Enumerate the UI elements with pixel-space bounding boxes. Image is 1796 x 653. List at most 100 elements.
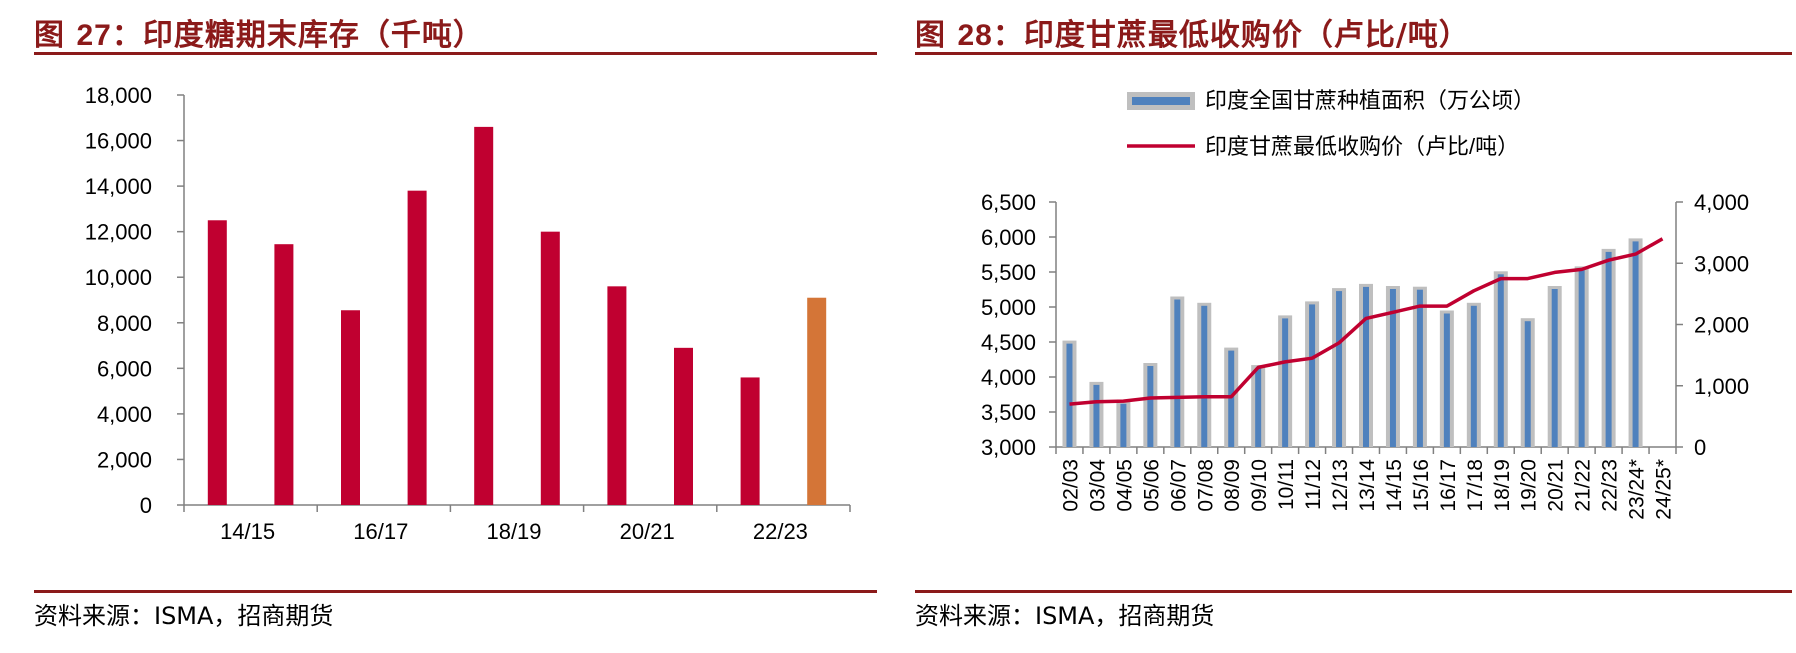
x-tick-label: 14/15 <box>220 519 275 544</box>
x-tick-label: 16/17 <box>353 519 408 544</box>
area-bar <box>1201 305 1208 447</box>
area-bar <box>1282 318 1289 447</box>
legend-swatch-area-inner <box>1132 97 1190 105</box>
left-y-tick-label: 6,500 <box>981 190 1036 215</box>
x-tick-label: 22/23 <box>753 519 808 544</box>
area-bar <box>1470 305 1477 447</box>
area-bar <box>1524 321 1531 447</box>
area-bar <box>1309 304 1316 447</box>
right-y-tick-label: 4,000 <box>1694 190 1749 215</box>
right-panel: 图 28：印度甘蔗最低收购价（卢比/吨） 3,000 3,500 4,000 4,50… <box>915 0 1796 653</box>
x-tick-label: 06/07 <box>1167 459 1190 512</box>
x-tick-label: 22/23 <box>1599 459 1622 512</box>
x-tick-label: 20/21 <box>1545 459 1568 512</box>
left-title-rule <box>34 52 877 55</box>
area-bar <box>1120 403 1127 447</box>
left-y-tick-label: 3,500 <box>981 400 1036 425</box>
left-title-number: 27 <box>76 19 112 52</box>
area-bar <box>1605 251 1612 447</box>
left-figure-title: 图 27：印度糖期末库存（千吨） <box>34 10 484 54</box>
right-y-tick-label: 2,000 <box>1694 313 1749 338</box>
left-y-tick-label: 5,000 <box>981 295 1036 320</box>
y-tick-label: 2,000 <box>97 447 152 472</box>
left-title-prefix: 图 <box>34 18 65 53</box>
area-bar <box>1093 384 1100 447</box>
x-tick-label: 12/13 <box>1329 459 1352 512</box>
area-bar <box>1174 299 1181 447</box>
right-y-tick-label: 0 <box>1694 435 1706 460</box>
left-panel: 图 27：印度糖期末库存（千吨） 0 2,000 4,000 6,000 8,000 10… <box>0 0 885 653</box>
right-y-tick-label: 1,000 <box>1694 374 1749 399</box>
right-title-number: 28 <box>957 19 993 52</box>
area-bar <box>1228 350 1235 447</box>
legend-item-frp: 印度甘蔗最低收购价（卢比/吨） <box>1127 134 1519 159</box>
right-source-note: 资料来源：ISMA，招商期货 <box>915 602 1215 630</box>
left-y-tick-label: 6,000 <box>981 225 1036 250</box>
y-tick-label: 4,000 <box>97 402 152 427</box>
x-tick-label: 09/10 <box>1248 459 1271 512</box>
right-source-rule <box>915 590 1792 593</box>
left-source-rule <box>34 590 877 593</box>
legend-label-area: 印度全国甘蔗种植面积（万公顷） <box>1205 88 1535 113</box>
right-figure-title: 图 28：印度甘蔗最低收购价（卢比/吨） <box>915 10 1470 54</box>
x-tick-label: 19/20 <box>1518 459 1541 512</box>
x-tick-label: 03/04 <box>1086 459 1109 512</box>
left-y-tick-label: 3,000 <box>981 435 1036 460</box>
area-bar <box>1632 241 1639 447</box>
area-bar <box>1578 269 1585 447</box>
y-tick-label: 10,000 <box>85 265 152 290</box>
x-tick-label: 05/06 <box>1140 459 1163 512</box>
left-y-tick-label: 4,000 <box>981 365 1036 390</box>
right-y-tick-label: 3,000 <box>1694 251 1749 276</box>
stock-bar <box>207 220 227 505</box>
x-tick-label: 14/15 <box>1383 459 1406 512</box>
area-bar <box>1363 286 1369 447</box>
area-bar <box>1066 343 1073 447</box>
price-combo-chart: 3,000 3,500 4,000 4,500 5,000 5,500 6,000 6,500… <box>981 88 1749 520</box>
legend-item-area: 印度全国甘蔗种植面积（万公顷） <box>1127 88 1535 113</box>
x-tick-label: 02/03 <box>1059 459 1082 512</box>
x-tick-label: 04/05 <box>1113 459 1136 512</box>
x-tick-label: 10/11 <box>1275 459 1298 510</box>
y-tick-label: 18,000 <box>85 83 152 108</box>
area-bar <box>1147 366 1154 447</box>
y-tick-label: 16,000 <box>85 129 152 154</box>
area-bar <box>1551 289 1558 447</box>
right-title-text: ：印度甘蔗最低收购价（卢比/吨） <box>992 18 1470 53</box>
area-bar <box>1255 368 1262 447</box>
legend-label-frp: 印度甘蔗最低收购价（卢比/吨） <box>1205 134 1519 159</box>
stock-bar <box>807 297 827 505</box>
x-tick-label: 18/19 <box>486 519 541 544</box>
stock-bar <box>540 231 560 505</box>
y-tick-label: 0 <box>140 493 152 518</box>
x-tick-label: 24/25* <box>1653 459 1676 520</box>
area-bar <box>1497 274 1504 447</box>
x-tick-label: 20/21 <box>620 519 675 544</box>
stock-bar <box>674 347 693 505</box>
left-title-text: ：印度糖期末库存（千吨） <box>111 18 484 53</box>
y-tick-label: 12,000 <box>85 220 152 245</box>
x-tick-label: 17/18 <box>1464 459 1487 512</box>
area-bar <box>1389 289 1396 447</box>
x-tick-label: 18/19 <box>1491 459 1514 512</box>
left-source-note: 资料来源：ISMA，招商期货 <box>34 602 334 630</box>
x-tick-label: 11/12 <box>1302 459 1325 510</box>
area-bar <box>1443 313 1450 447</box>
area-bar <box>1336 291 1343 447</box>
frp-line <box>1069 237 1664 406</box>
stock-bar <box>274 244 294 505</box>
left-y-tick-label: 5,500 <box>981 260 1036 285</box>
area-bar <box>1416 289 1423 447</box>
right-title-prefix: 图 <box>915 18 946 53</box>
stock-bar <box>341 310 360 505</box>
x-tick-label: 21/22 <box>1572 459 1595 512</box>
y-tick-label: 14,000 <box>85 174 152 199</box>
left-y-tick-label: 4,500 <box>981 330 1036 355</box>
x-tick-label: 07/08 <box>1194 459 1217 512</box>
stock-bar <box>740 377 760 505</box>
stock-bar <box>407 190 427 505</box>
x-tick-label: 13/14 <box>1356 459 1379 512</box>
stock-bar <box>474 126 494 505</box>
stock-bar <box>607 286 627 505</box>
right-title-rule <box>915 52 1792 55</box>
